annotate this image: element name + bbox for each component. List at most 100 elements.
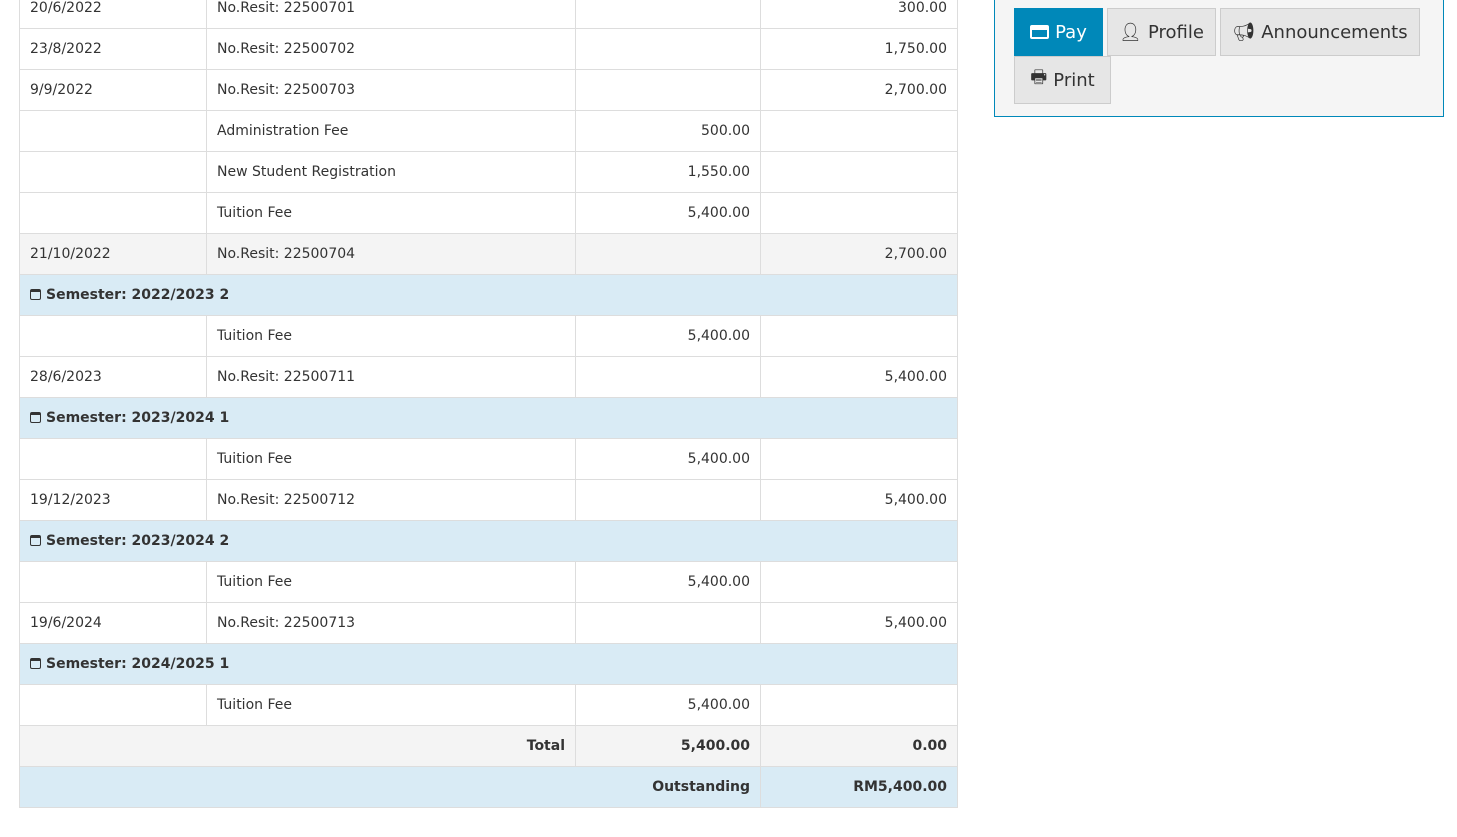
semester-text: Semester: 2023/2024 2	[46, 533, 230, 549]
semester-label: Semester: 2023/2024 2	[19, 520, 958, 562]
credit-cell	[760, 192, 958, 234]
description-cell: Tuition Fee	[206, 192, 576, 234]
debit-cell: 1,550.00	[575, 151, 761, 193]
bullhorn-icon: 📢︎	[1232, 21, 1256, 43]
description-cell: Tuition Fee	[206, 315, 576, 357]
table-row: Administration Fee 500.00	[19, 110, 958, 152]
debit-cell: 5,400.00	[575, 315, 761, 357]
actions-panel: Pay 👤︎ Profile 📢︎ Announcements 🖶︎ Print	[994, 0, 1444, 117]
total-label: Total	[19, 725, 576, 767]
credit-cell: 1,750.00	[760, 28, 958, 70]
description-cell: No.Resit: 22500713	[206, 602, 576, 644]
date-cell	[19, 110, 207, 152]
semester-text: Semester: 2024/2025 1	[46, 656, 230, 672]
debit-cell	[575, 69, 761, 111]
table-row: 20/6/2022 No.Resit: 22500701 300.00	[19, 0, 958, 29]
debit-cell	[575, 479, 761, 521]
semester-row: Semester: 2023/2024 2	[19, 520, 958, 562]
semester-label: Semester: 2022/2023 2	[19, 274, 958, 316]
description-cell: No.Resit: 22500711	[206, 356, 576, 398]
pay-label: Pay	[1055, 21, 1087, 43]
outstanding-amount: RM5,400.00	[760, 766, 958, 808]
date-cell	[19, 684, 207, 726]
credit-cell	[760, 151, 958, 193]
credit-cell: 5,400.00	[760, 356, 958, 398]
description-cell: No.Resit: 22500701	[206, 0, 576, 29]
debit-cell	[575, 0, 761, 29]
semester-text: Semester: 2022/2023 2	[46, 287, 230, 303]
description-cell: Administration Fee	[206, 110, 576, 152]
credit-card-icon	[1030, 25, 1050, 39]
print-icon: 🖶︎	[1030, 67, 1048, 88]
user-icon: 👤︎	[1119, 21, 1142, 43]
announcements-label: Announcements	[1261, 21, 1408, 43]
date-cell: 23/8/2022	[19, 28, 207, 70]
outstanding-label: Outstanding	[19, 766, 761, 808]
table-row: 19/12/2023 No.Resit: 22500712 5,400.00	[19, 479, 958, 521]
date-cell	[19, 438, 207, 480]
table-row: Tuition Fee 5,400.00	[19, 561, 958, 603]
profile-button[interactable]: 👤︎ Profile	[1107, 8, 1216, 56]
description-cell: Tuition Fee	[206, 684, 576, 726]
date-cell	[19, 561, 207, 603]
outstanding-row: Outstanding RM5,400.00	[19, 766, 958, 808]
calendar-check-icon	[30, 535, 41, 546]
profile-label: Profile	[1147, 21, 1204, 43]
date-cell: 19/12/2023	[19, 479, 207, 521]
date-cell: 21/10/2022	[19, 233, 207, 275]
debit-cell	[575, 28, 761, 70]
credit-cell: 5,400.00	[760, 479, 958, 521]
table-row: 23/8/2022 No.Resit: 22500702 1,750.00	[19, 28, 958, 70]
print-button[interactable]: 🖶︎ Print	[1014, 56, 1111, 104]
credit-cell	[760, 561, 958, 603]
debit-cell: 5,400.00	[575, 192, 761, 234]
description-cell: Tuition Fee	[206, 561, 576, 603]
table-row: Tuition Fee 5,400.00	[19, 438, 958, 480]
table-row: 9/9/2022 No.Resit: 22500703 2,700.00	[19, 69, 958, 111]
pay-button[interactable]: Pay	[1014, 8, 1103, 56]
semester-row: Semester: 2022/2023 2	[19, 274, 958, 316]
description-cell: No.Resit: 22500704	[206, 233, 576, 275]
calendar-check-icon	[30, 658, 41, 669]
debit-cell	[575, 602, 761, 644]
table-row: 28/6/2023 No.Resit: 22500711 5,400.00	[19, 356, 958, 398]
debit-cell: 500.00	[575, 110, 761, 152]
debit-cell	[575, 233, 761, 275]
description-cell: No.Resit: 22500703	[206, 69, 576, 111]
date-cell: 28/6/2023	[19, 356, 207, 398]
semester-row: Semester: 2024/2025 1	[19, 643, 958, 685]
announcements-button[interactable]: 📢︎ Announcements	[1220, 8, 1420, 56]
credit-cell: 5,400.00	[760, 602, 958, 644]
semester-row: Semester: 2023/2024 1	[19, 397, 958, 439]
date-cell	[19, 315, 207, 357]
date-cell: 9/9/2022	[19, 69, 207, 111]
date-cell: 20/6/2022	[19, 0, 207, 29]
table-row: New Student Registration 1,550.00	[19, 151, 958, 193]
table-row: Tuition Fee 5,400.00	[19, 684, 958, 726]
credit-cell	[760, 315, 958, 357]
table-row: 19/6/2024 No.Resit: 22500713 5,400.00	[19, 602, 958, 644]
print-label: Print	[1053, 69, 1095, 91]
description-cell: No.Resit: 22500712	[206, 479, 576, 521]
description-cell: Tuition Fee	[206, 438, 576, 480]
debit-cell: 5,400.00	[575, 438, 761, 480]
semester-text: Semester: 2023/2024 1	[46, 410, 230, 426]
credit-cell: 2,700.00	[760, 233, 958, 275]
credit-cell	[760, 684, 958, 726]
table-row: 21/10/2022 No.Resit: 22500704 2,700.00	[19, 233, 958, 275]
date-cell	[19, 151, 207, 193]
total-debit: 5,400.00	[575, 725, 761, 767]
description-cell: No.Resit: 22500702	[206, 28, 576, 70]
calendar-check-icon	[30, 412, 41, 423]
credit-cell	[760, 438, 958, 480]
total-row: Total 5,400.00 0.00	[19, 725, 958, 767]
date-cell: 19/6/2024	[19, 602, 207, 644]
semester-label: Semester: 2023/2024 1	[19, 397, 958, 439]
date-cell	[19, 192, 207, 234]
statement-table: 20/6/2022 No.Resit: 22500701 300.00 23/8/20…	[19, 0, 958, 808]
credit-cell: 300.00	[760, 0, 958, 29]
debit-cell: 5,400.00	[575, 684, 761, 726]
semester-label: Semester: 2024/2025 1	[19, 643, 958, 685]
total-credit: 0.00	[760, 725, 958, 767]
credit-cell: 2,700.00	[760, 69, 958, 111]
